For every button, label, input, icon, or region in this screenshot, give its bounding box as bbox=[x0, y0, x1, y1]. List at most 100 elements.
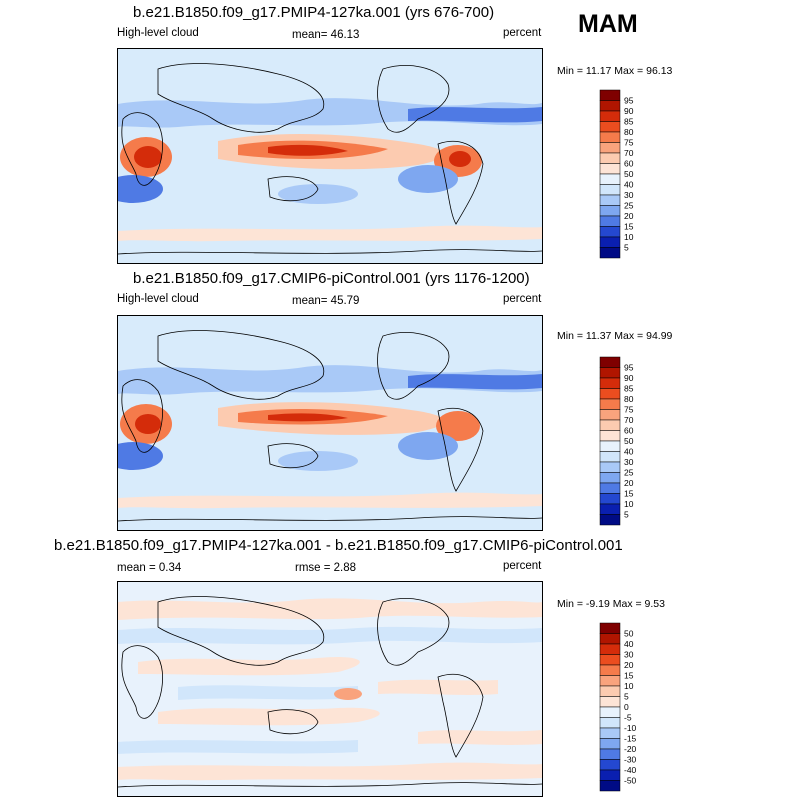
panel2-colorbar-label: 25 bbox=[624, 468, 634, 478]
panel1-colorbar-box bbox=[599, 100, 621, 112]
panel1-colorbar: 95 90 85 80 75 70 60 50 40 30 25 20 15 10 5 bbox=[599, 89, 660, 260]
panel3-rmse: rmse = 2.88 bbox=[295, 562, 357, 574]
panel1-colorbar-box bbox=[599, 205, 621, 217]
panel2-map bbox=[117, 315, 543, 531]
panel1-colorbar-box bbox=[599, 226, 621, 238]
panel3-colorbar-box bbox=[599, 738, 621, 750]
panel2-colorbar-label: 75 bbox=[624, 405, 634, 415]
panel1-colorbar-box bbox=[599, 194, 621, 206]
panel1-itcz-max bbox=[268, 144, 348, 156]
panel2-units: percent bbox=[503, 293, 542, 305]
panel2-colorbar-label: 50 bbox=[624, 436, 634, 446]
panel2-colorbar-box bbox=[599, 461, 621, 473]
panel3-colorbar-box bbox=[599, 696, 621, 708]
panel3-colorbar-box bbox=[599, 759, 621, 771]
panel2-low-atlantic-south bbox=[118, 442, 163, 470]
panel1-colorbar-label: 25 bbox=[624, 201, 634, 211]
panel1-colorbar-label: 75 bbox=[624, 138, 634, 148]
panel2-colorbar-label: 5 bbox=[624, 510, 629, 520]
panel1-colorbar-label: 80 bbox=[624, 127, 634, 137]
panel3-colorbar-label: 30 bbox=[624, 650, 634, 660]
panel2-colorbar-box bbox=[599, 367, 621, 379]
panel2-mean: mean= 45.79 bbox=[292, 295, 360, 307]
panel1-colorbar-label: 85 bbox=[624, 117, 634, 127]
panel1-colorbar-box bbox=[599, 89, 621, 101]
panel2-colorbar-box bbox=[599, 472, 621, 484]
panel3-colorbar-label: 20 bbox=[624, 660, 634, 670]
panel3-colorbar-label: 15 bbox=[624, 671, 634, 681]
panel3-colorbar-label: -15 bbox=[624, 734, 637, 744]
season-label: MAM bbox=[578, 10, 638, 38]
panel2-colorbar-box bbox=[599, 430, 621, 442]
panel2-colorbar-box bbox=[599, 451, 621, 463]
panel1-band-south bbox=[118, 225, 542, 242]
panel2-colorbar-box bbox=[599, 514, 621, 526]
panel2-colorbar-label: 15 bbox=[624, 489, 634, 499]
panel1-map bbox=[117, 48, 543, 264]
panel2-africa-max bbox=[135, 414, 161, 434]
panel3-colorbar-box bbox=[599, 622, 621, 634]
panel2-colorbar-label: 95 bbox=[624, 363, 634, 373]
panel1-low-pacific-south bbox=[398, 165, 458, 193]
panel1-colorbar-label: 40 bbox=[624, 180, 634, 190]
panel2-variable-label: High-level cloud bbox=[117, 293, 199, 305]
panel3-units: percent bbox=[503, 560, 542, 572]
panel1-coastlines bbox=[118, 63, 542, 255]
panel3-colorbar-box bbox=[599, 654, 621, 666]
panel2-colorbar-box bbox=[599, 388, 621, 400]
panel3-colorbar-label: 0 bbox=[624, 702, 629, 712]
panel2-colorbar-label: 90 bbox=[624, 373, 634, 383]
panel1-colorbar-box bbox=[599, 163, 621, 175]
panel1-africa-max bbox=[134, 146, 162, 168]
panel1-colorbar-label: 95 bbox=[624, 96, 634, 106]
panel3-colorbar-label: -40 bbox=[624, 765, 637, 775]
panel1-band-atlantic bbox=[408, 107, 542, 123]
panel1-map-svg bbox=[118, 49, 542, 263]
panel3-colorbar-label: 50 bbox=[624, 629, 634, 639]
panel1-colorbar-label: 5 bbox=[624, 243, 629, 253]
panel1-colorbar-box bbox=[599, 110, 621, 122]
panel2-colorbar-label: 30 bbox=[624, 457, 634, 467]
panel1-colorbar-label: 90 bbox=[624, 106, 634, 116]
panel3-colorbar-box bbox=[599, 706, 621, 718]
panel2-low-pacific-south bbox=[398, 432, 458, 460]
panel1-low-australia bbox=[278, 184, 358, 204]
panel2-colorbar-label: 80 bbox=[624, 394, 634, 404]
panel3-colorbar-label: -30 bbox=[624, 755, 637, 765]
panel2-colorbar-label: 70 bbox=[624, 415, 634, 425]
panel2-colorbar-label: 40 bbox=[624, 447, 634, 457]
panel2-colorbar-box bbox=[599, 440, 621, 452]
panel3-minmax: Min = -9.19 Max = 9.53 bbox=[557, 598, 665, 610]
panel1-colorbar-box bbox=[599, 247, 621, 259]
panel3-colorbar-label: 40 bbox=[624, 639, 634, 649]
panel1-colorbar-label: 70 bbox=[624, 148, 634, 158]
panel3-colorbar-box bbox=[599, 748, 621, 760]
panel3-colorbar-box bbox=[599, 685, 621, 697]
panel3-map bbox=[117, 581, 543, 797]
panel3-mean: mean = 0.34 bbox=[117, 562, 182, 574]
panel3-positive-max bbox=[334, 688, 362, 700]
panel2-band-south bbox=[118, 492, 542, 509]
panel1-minmax: Min = 11.17 Max = 96.13 bbox=[557, 65, 673, 77]
panel2-colorbar-box bbox=[599, 398, 621, 410]
panel3-colorbar-box bbox=[599, 633, 621, 645]
panel3-colorbar-box bbox=[599, 727, 621, 739]
panel3-colorbar-label: -50 bbox=[624, 776, 637, 786]
panel2-map-svg bbox=[118, 316, 542, 530]
panel3-negative-anomalies bbox=[118, 626, 542, 754]
panel3-colorbar-box bbox=[599, 643, 621, 655]
panel3-colorbar-label: -5 bbox=[624, 713, 632, 723]
panel2-colorbar-label: 10 bbox=[624, 499, 634, 509]
panel2-colorbar-box bbox=[599, 419, 621, 431]
panel2-colorbar-label: 60 bbox=[624, 426, 634, 436]
panel3-title: b.e21.B1850.f09_g17.PMIP4-127ka.001 - b.… bbox=[54, 537, 623, 554]
panel2-band-atlantic bbox=[408, 374, 542, 390]
panel2-colorbar-box bbox=[599, 409, 621, 421]
panel3-colorbar-box bbox=[599, 717, 621, 729]
panel1-colorbar-label: 20 bbox=[624, 211, 634, 221]
panel1-colorbar-label: 50 bbox=[624, 169, 634, 179]
panel1-amazon-max bbox=[449, 151, 471, 167]
panel1-colorbar-box bbox=[599, 184, 621, 196]
